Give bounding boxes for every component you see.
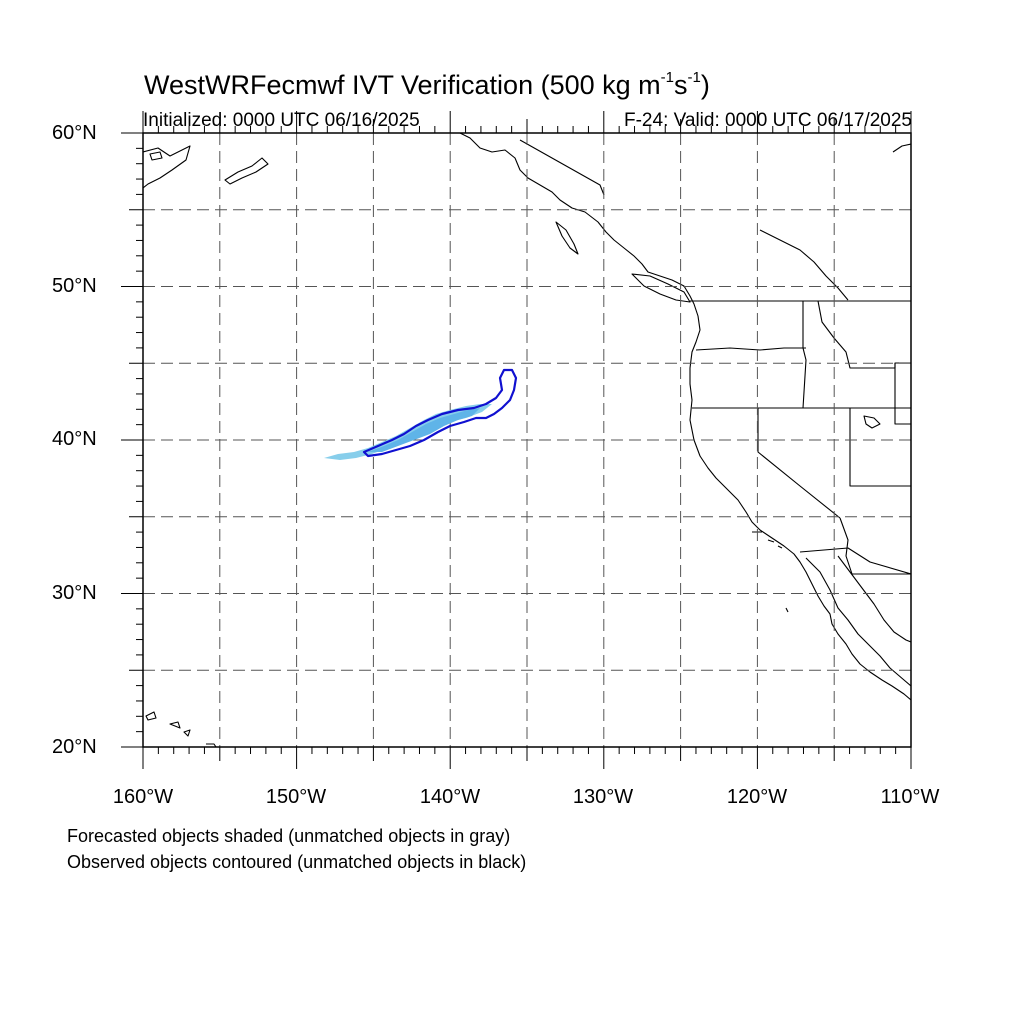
alaska-islands xyxy=(224,157,269,185)
ak-yukon-border xyxy=(519,139,605,196)
coastlines xyxy=(143,133,911,747)
border-ca-nv xyxy=(757,408,841,519)
lon-label-160w: 160°W xyxy=(112,786,174,808)
lat-label-50: 50°N xyxy=(52,275,97,297)
observed-object xyxy=(362,368,518,458)
haida-gwaii xyxy=(555,221,579,255)
border-ut-box xyxy=(894,363,911,425)
lon-label-120w: 120°W xyxy=(726,786,788,808)
legend-forecast-note: Forecasted objects shaded (unmatched obj… xyxy=(67,826,511,846)
gulf-alaska-coast xyxy=(459,133,911,701)
lat-label-60: 60°N xyxy=(52,122,97,144)
border-or-id xyxy=(802,301,807,409)
hawaii-islands xyxy=(145,711,217,747)
guadalupe-island xyxy=(785,607,789,613)
init-time-label: Initialized: 0000 UTC 06/16/2025 xyxy=(143,110,420,131)
vancouver-island xyxy=(631,273,691,303)
border-us-mx xyxy=(799,547,911,575)
border-id-mt xyxy=(817,300,911,369)
map-title: WestWRFecmwf IVT Verification (500 kg m-… xyxy=(144,69,710,100)
lon-label-140w: 140°W xyxy=(419,786,481,808)
border-az xyxy=(839,517,911,575)
ivt-objects xyxy=(324,368,518,460)
lon-label-130w: 130°W xyxy=(572,786,634,808)
lat-label-30: 30°N xyxy=(52,582,97,604)
lat-label-20: 20°N xyxy=(52,736,97,758)
valid-time-label: F-24: Valid: 0000 UTC 06/17/2025 xyxy=(624,110,912,131)
baja-peninsula xyxy=(805,557,911,687)
lon-label-110w: 110°W xyxy=(880,786,940,808)
graticule xyxy=(143,133,911,747)
hudson-coast xyxy=(892,143,911,153)
great-salt-lake xyxy=(863,415,881,429)
border-nv-ut xyxy=(849,408,911,487)
forecast-object-core xyxy=(368,408,480,452)
gulf-california xyxy=(837,555,911,643)
axis-ticks xyxy=(121,111,912,769)
legend-observed-note: Observed objects contoured (unmatched ob… xyxy=(67,852,527,872)
border-wa-or xyxy=(695,347,806,351)
bc-interior xyxy=(759,229,849,301)
alaska-coast-west xyxy=(143,145,191,189)
alaska-small-island xyxy=(149,151,163,161)
lon-label-150w: 150°W xyxy=(265,786,327,808)
lat-label-40: 40°N xyxy=(52,428,97,450)
